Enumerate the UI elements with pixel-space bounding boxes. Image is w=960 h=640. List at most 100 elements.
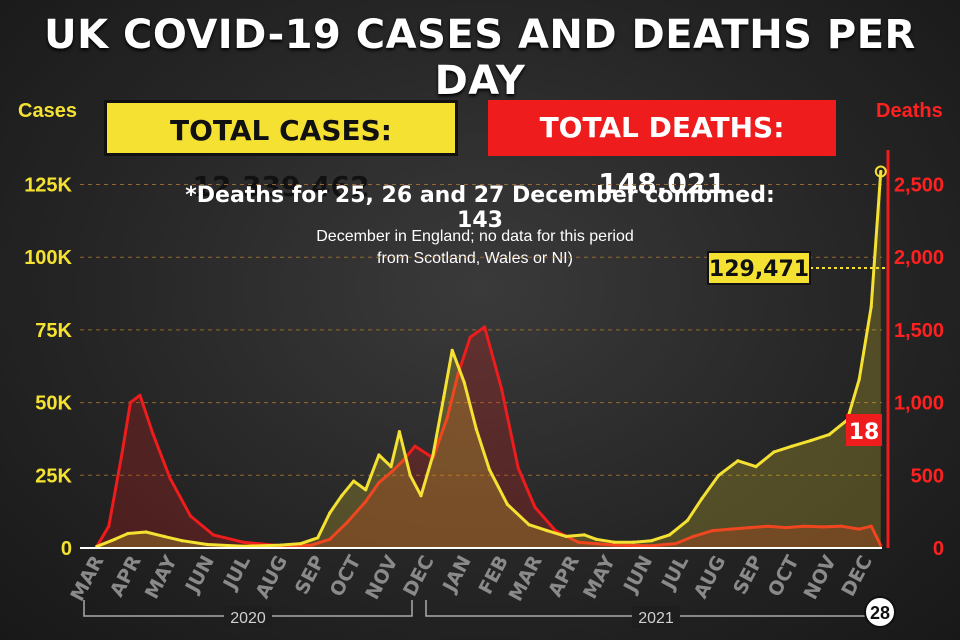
deaths-tick-label: 0 (933, 538, 944, 560)
cases-tick-label: 25K (35, 465, 72, 487)
month-tick-label: OCT (326, 552, 366, 600)
cases-series (95, 169, 883, 549)
cases-point (180, 539, 184, 543)
deaths-point (468, 335, 472, 339)
deaths-tick-label: 2,500 (894, 175, 944, 197)
deaths-point (879, 543, 883, 548)
cases-point (450, 348, 454, 352)
month-tick-label: JAN (438, 552, 476, 597)
deaths-point (151, 433, 155, 437)
deaths-tick-label: 1,000 (894, 393, 944, 415)
cases-point (827, 433, 831, 437)
deaths-point (128, 401, 132, 405)
cases-tick-label: 75K (35, 320, 72, 342)
deaths-point (241, 540, 245, 544)
deaths-point (401, 459, 405, 463)
month-tick-label: SEP (729, 552, 768, 598)
cases-point (754, 465, 758, 469)
cases-point (462, 380, 466, 384)
cases-point (545, 529, 549, 533)
deaths-point (107, 524, 111, 528)
cases-point (162, 534, 166, 539)
deaths-point (483, 325, 487, 329)
deaths-footnote-detail: December in England; no data for this pe… (240, 226, 710, 270)
month-tick-label: APR (106, 552, 146, 601)
deaths-point (377, 481, 381, 485)
cases-point (879, 169, 883, 174)
footnote-line-2: from Scotland, Wales or NI) (377, 250, 573, 267)
month-tick-label: AUG (690, 552, 731, 602)
month-tick-label: JUN (619, 552, 657, 598)
deaths-point (802, 524, 806, 528)
deaths-area (96, 327, 881, 548)
cases-tick-label: 50K (35, 393, 72, 415)
deaths-point (445, 415, 449, 419)
deaths-point (499, 386, 503, 390)
date-marker-label: 28 (870, 603, 890, 623)
cases-point (685, 518, 690, 523)
deaths-point (168, 476, 172, 480)
deaths-point (729, 527, 733, 531)
year-label: 2021 (638, 610, 674, 627)
month-tick-label: JUL (657, 552, 694, 595)
cases-point (126, 531, 130, 536)
cases-point (700, 497, 704, 501)
cases-point (205, 542, 209, 547)
cases-point (364, 488, 368, 492)
cases-point (594, 537, 598, 541)
cases-point (869, 305, 873, 309)
cases-point (857, 377, 861, 381)
deaths-point (346, 520, 350, 524)
deaths-point (576, 540, 580, 544)
month-tick-label: NOV (800, 552, 841, 603)
deaths-point (691, 534, 696, 539)
deaths-footnote: *Deaths for 25, 26 and 27 December combi… (185, 183, 775, 233)
deaths-point (766, 524, 770, 528)
deaths-point (784, 526, 788, 530)
deaths-axis-label: Deaths (876, 100, 943, 122)
month-tick-label: SEP (291, 552, 330, 598)
month-tick-label: JUL (218, 552, 255, 595)
deaths-point (821, 525, 825, 529)
cases-point (316, 536, 320, 540)
deaths-point (857, 527, 861, 531)
cases-point (736, 459, 740, 463)
month-tick-label: OCT (764, 552, 804, 600)
deaths-point (612, 543, 616, 547)
cases-point (649, 539, 654, 543)
cases-area (96, 171, 881, 548)
cases-point (487, 467, 491, 472)
month-tick-label: MAY (141, 552, 182, 603)
deaths-point (413, 444, 417, 448)
cases-point (419, 494, 423, 498)
deaths-tick-label: 2,000 (894, 247, 944, 269)
cases-end-marker (874, 165, 887, 178)
date-marker-circle (864, 596, 896, 628)
cases-point (612, 540, 616, 544)
cases-point (408, 473, 412, 477)
deaths-point (138, 393, 142, 397)
deaths-tick-label: 1,500 (894, 320, 944, 342)
cases-point (328, 511, 332, 515)
cases-tick-label: 100K (24, 247, 72, 269)
cases-point (772, 450, 776, 454)
footnote-line-1: December in England; no data for this pe… (316, 228, 634, 245)
month-tick-label: DEC (837, 552, 876, 600)
month-tick-label: AUG (251, 552, 292, 602)
cases-point (340, 494, 344, 498)
cases-tick-label: 125K (24, 175, 72, 197)
cases-point (667, 533, 672, 537)
cases-callout-label: 129,471 (709, 257, 809, 282)
cases-point (717, 473, 721, 477)
cases-point (389, 465, 393, 469)
deaths-point (328, 537, 332, 541)
deaths-callout-box (846, 414, 882, 446)
year-label: 2020 (230, 610, 266, 627)
total-deaths-badge: TOTAL DEATHS: 148,021 (488, 100, 836, 200)
month-tick-label: DEC (399, 552, 438, 600)
cases-point (278, 543, 283, 547)
cases-point (631, 540, 636, 544)
cases-point (397, 430, 401, 434)
cases-point (582, 533, 586, 537)
